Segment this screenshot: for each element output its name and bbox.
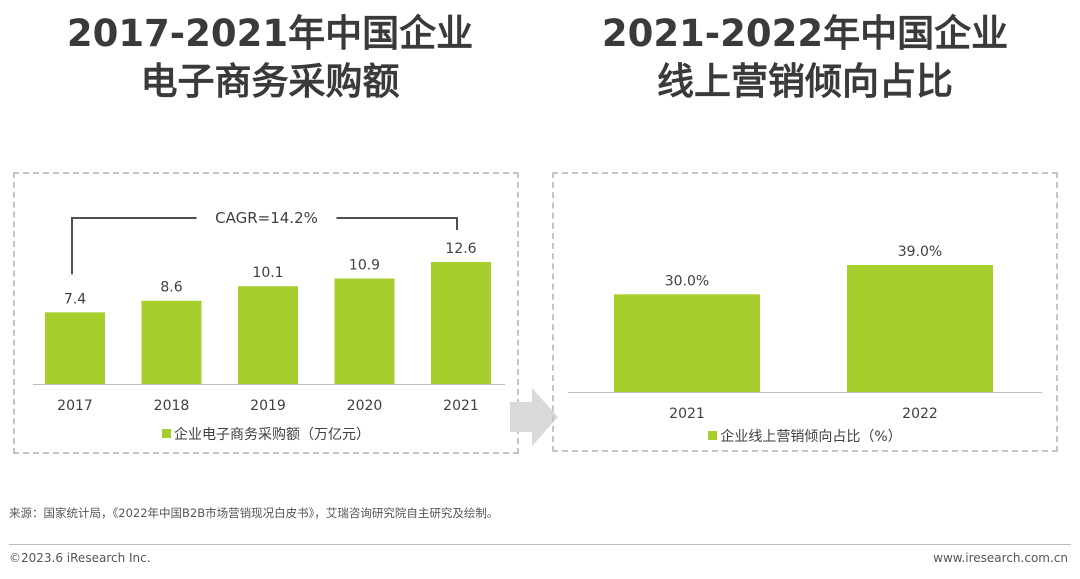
left-title-line1: 2017-2021年中国企业 [66,12,474,55]
purchase-amount-bar-chart: 7.4 2017 8.6 2018 10.1 2019 10.9 2020 12.6 2021 CA… [33,209,505,414]
data-label-2021: 12.6 [445,241,476,257]
right-legend-label: 企业线上营销倾向占比（%） [720,429,902,445]
bar-2018 [141,300,202,384]
right-title-line2: 线上营销倾向占比 [657,60,953,103]
left-title-line2: 电子商务采购额 [140,60,400,103]
bar-2022 [847,265,993,392]
x-tick-label-2022: 2022 [902,406,938,422]
data-label-2017: 7.4 [64,291,86,307]
left-chart-title: 2017-2021年中国企业 电子商务采购额 [0,10,540,106]
x-tick-label-2021: 2021 [669,406,705,422]
x-tick-label-2019: 2019 [250,398,286,414]
bar-2021 [614,294,760,392]
x-tick-label-2017: 2017 [57,398,93,414]
data-label-2019: 10.1 [252,265,283,281]
bar-2017 [45,312,105,384]
x-tick-label-2020: 2020 [347,398,383,414]
bar-2020 [334,278,395,384]
footer-divider [9,544,1071,545]
cagr-bracket-right [336,217,458,230]
legend-swatch [162,429,171,438]
x-tick-label-2018: 2018 [154,398,190,414]
legend-swatch [708,431,718,440]
left-legend: 企业电子商务采购额（万亿元） [15,424,517,444]
online-marketing-bar-chart: 30.0% 2021 39.0% 2022 [568,244,1042,422]
bar-2021 [431,262,491,384]
data-label-2022: 39.0% [898,244,942,260]
right-arrow-icon [510,388,558,446]
bar-2019 [238,286,298,384]
x-tick-label-2021: 2021 [443,398,479,414]
left-chart-panel: 7.4 2017 8.6 2018 10.1 2019 10.9 2020 12.6 2021 CA… [13,172,519,454]
right-chart-title: 2021-2022年中国企业 线上营销倾向占比 [530,10,1080,106]
left-legend-label: 企业电子商务采购额（万亿元） [174,427,370,443]
source-note: 来源：国家统计局，《2022年中国B2B市场营销现况白皮书》，艾瑞咨询研究院自主… [9,506,499,520]
data-label-2020: 10.9 [349,257,380,273]
right-legend: 企业线上营销倾向占比（%） [554,426,1056,446]
cagr-bracket-left [71,217,197,275]
right-chart-panel: 30.0% 2021 39.0% 2022 企业线上营销倾向占比（%） [552,172,1058,452]
cagr-annotation: CAGR=14.2% [215,209,318,227]
data-label-2021: 30.0% [665,273,709,289]
data-label-2018: 8.6 [160,280,182,296]
website-link[interactable]: www.iresearch.com.cn [933,551,1068,565]
right-title-line1: 2021-2022年中国企业 [601,12,1009,55]
copyright-text: ©2023.6 iResearch Inc. [9,551,151,565]
